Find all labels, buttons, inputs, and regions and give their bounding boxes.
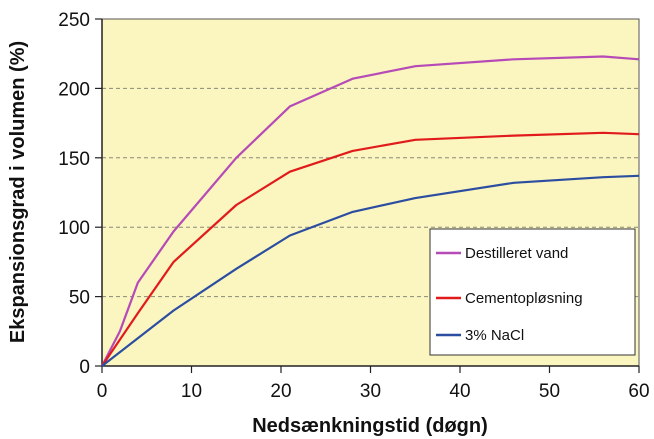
y-tick-label: 0	[79, 357, 90, 378]
series-lines	[101, 55, 640, 367]
series-line-1	[101, 131, 640, 367]
legend-label-1: Cementopløsning	[465, 290, 583, 307]
x-tick-label: 30	[360, 381, 381, 402]
y-tick-label: 50	[69, 288, 90, 309]
x-axis-label: Nedsænkningstid (døgn)	[252, 415, 488, 437]
tick-labels: 0 50 100 150 200 250 0 10 20 30 40 50 60	[58, 10, 649, 402]
series-line-0	[101, 55, 640, 367]
x-tick-label: 40	[449, 381, 470, 402]
y-tick-label: 150	[58, 149, 90, 170]
y-tick-label: 250	[58, 10, 90, 31]
x-tick-label: 0	[97, 381, 108, 402]
x-tick-label: 10	[181, 381, 202, 402]
gridlines	[102, 87, 639, 298]
x-tick-label: 60	[628, 381, 649, 402]
x-tick-label: 50	[539, 381, 560, 402]
axes	[95, 18, 640, 373]
x-tick-label: 20	[270, 381, 291, 402]
legend: Destilleret vand Cementopløsning 3% NaCl	[429, 228, 636, 356]
series-line-2	[101, 174, 640, 367]
y-tick-label: 100	[58, 218, 90, 239]
y-axis-label: Ekspansionsgrad i volumen (%)	[7, 41, 29, 343]
legend-label-2: 3% NaCl	[465, 327, 524, 344]
legend-box	[429, 228, 636, 356]
y-tick-label: 200	[58, 79, 90, 100]
legend-label-0: Destilleret vand	[465, 245, 568, 262]
